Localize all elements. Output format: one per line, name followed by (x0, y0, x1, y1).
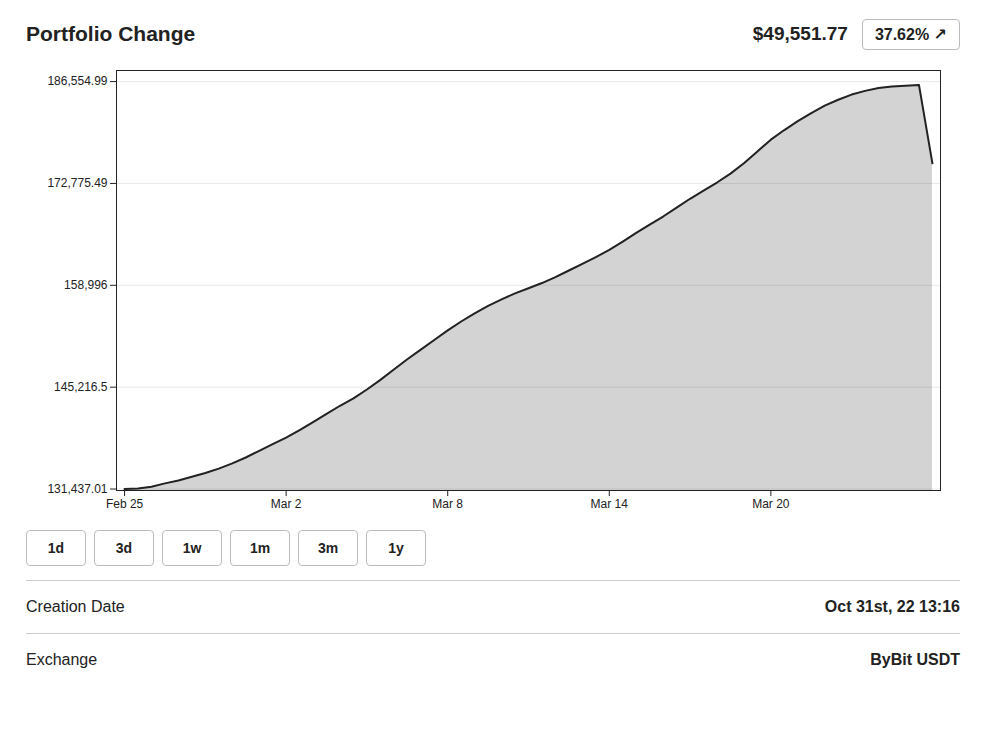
html-text:1y: 1y (388, 540, 404, 556)
html-text:Portfolio Change: Portfolio Change (26, 22, 196, 45)
html-text:$49,551.77: $49,551.77 (752, 23, 848, 44)
html-text:Creation Date: Creation Date (26, 598, 125, 615)
html-text:Oct 31st, 22 13:16: Oct 31st, 22 13:16 (824, 598, 960, 615)
html-text:ByBit USDT: ByBit USDT (870, 651, 960, 668)
html-text:1m: 1m (249, 540, 271, 556)
svg-text:158,996: 158,996 (64, 278, 108, 292)
html-text:3m: 3m (317, 540, 339, 556)
svg-text:Mar 20: Mar 20 (752, 497, 790, 511)
html-text:Exchange: Exchange (26, 651, 98, 668)
svg-text:Mar 8: Mar 8 (432, 497, 463, 511)
svg-text:Mar 14: Mar 14 (591, 497, 629, 511)
svg-text:145,216.5: 145,216.5 (54, 380, 108, 394)
svg-text:172,775.49: 172,775.49 (47, 176, 107, 190)
svg-text:186,554.99: 186,554.99 (47, 74, 107, 88)
svg-text:131,437.01: 131,437.01 (47, 482, 107, 496)
html-text:1w: 1w (182, 540, 202, 556)
html-text:1d: 1d (47, 540, 65, 556)
html-text:3d: 3d (115, 540, 133, 556)
svg-text:Mar 2: Mar 2 (271, 497, 302, 511)
svg-text:Feb 25: Feb 25 (106, 497, 144, 511)
html-text:37.62% ↗: 37.62% ↗ (874, 25, 947, 43)
